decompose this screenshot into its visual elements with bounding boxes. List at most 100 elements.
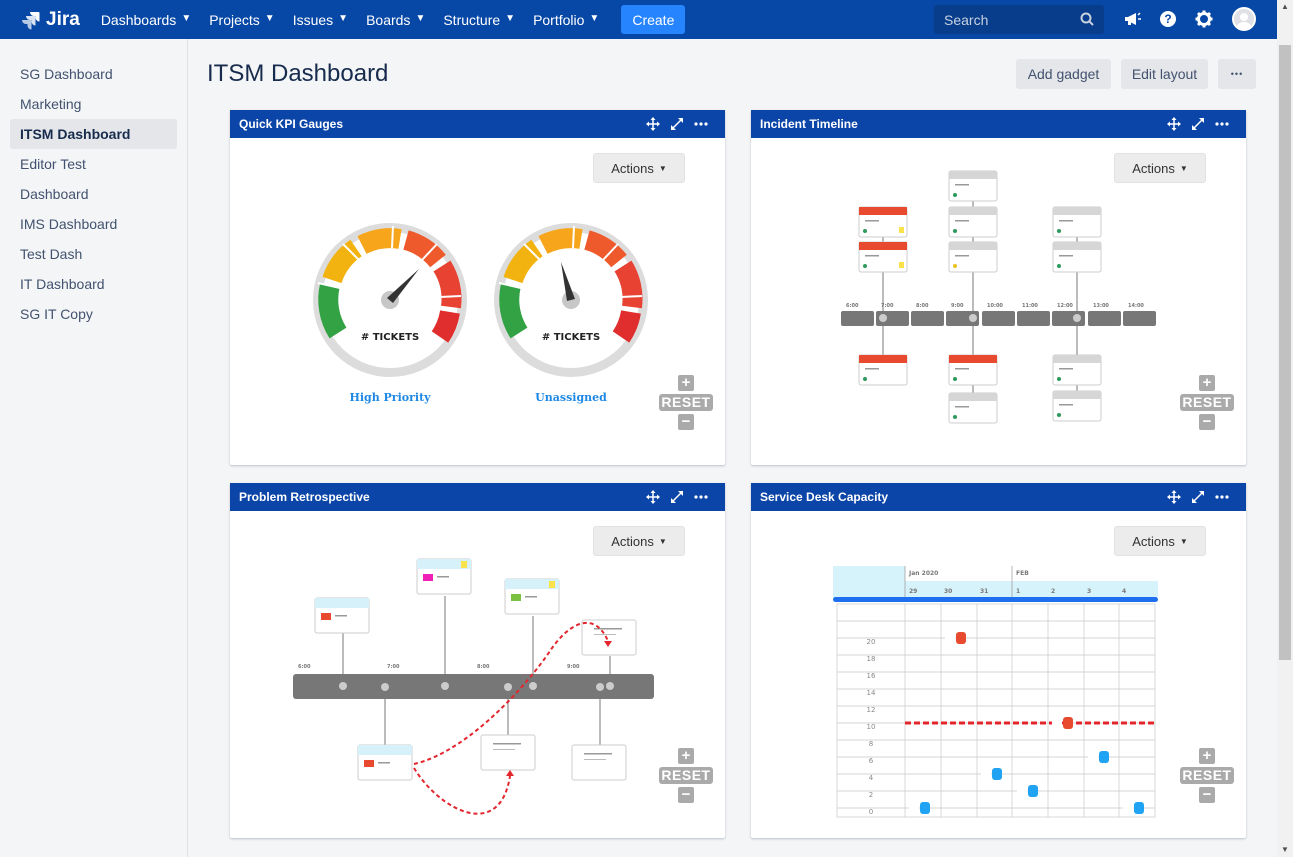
gauge-caption: Unassigned: [535, 391, 607, 404]
add-gadget-button[interactable]: Add gadget: [1016, 59, 1111, 89]
expand-icon[interactable]: [1190, 116, 1206, 132]
jira-logo-icon: [22, 11, 40, 29]
caret-down-icon: ▼: [1179, 163, 1188, 173]
top-navigation: Jira Dashboards ▼ Projects ▼ Issues ▼ Board…: [0, 0, 1277, 39]
gauge-label: # TICKETS: [361, 332, 419, 343]
nav-projects[interactable]: Projects ▼: [209, 12, 274, 28]
sidebar-item-sg-dashboard[interactable]: SG Dashboard: [20, 66, 113, 82]
capacity-canvas: Jan 2020 FEB 29 30 31 1 2 3 4 20 18 16: [751, 511, 1246, 838]
y-axis-label: 6: [869, 757, 874, 765]
sidebar-item-sg-it-copy[interactable]: SG IT Copy: [20, 306, 93, 322]
move-icon[interactable]: [645, 489, 661, 505]
sidebar-item-marketing[interactable]: Marketing: [20, 96, 82, 112]
move-icon[interactable]: [645, 116, 661, 132]
nav-boards[interactable]: Boards ▼: [366, 12, 425, 28]
nav-boards-label: Boards: [366, 11, 411, 28]
sidebar-item-editor-test[interactable]: Editor Test: [20, 156, 86, 172]
actions-dropdown[interactable]: Actions ▼: [1114, 526, 1206, 556]
nav-issues[interactable]: Issues ▼: [293, 12, 348, 28]
zoom-out-minus-icon[interactable]: −: [678, 414, 694, 430]
search-icon: [1080, 12, 1094, 26]
time-label: 8:00: [477, 664, 490, 670]
sidebar-item-it-dashboard[interactable]: IT Dashboard: [20, 276, 105, 292]
sidebar-item-test-dash[interactable]: Test Dash: [20, 246, 83, 262]
settings-gear-icon[interactable]: [1194, 9, 1214, 29]
sidebar-item-ims-dashboard[interactable]: IMS Dashboard: [20, 216, 118, 232]
zoom-in-plus-icon[interactable]: +: [678, 375, 694, 391]
zoom-in-plus-icon[interactable]: +: [1199, 748, 1215, 764]
gadget-quick-kpi-gauges: Quick KPI Gauges Actions ▼: [230, 110, 725, 465]
actions-dropdown[interactable]: Actions ▼: [593, 526, 685, 556]
gauge-caption: High Priority: [349, 391, 431, 404]
gauge-segments: [318, 228, 462, 343]
incident-timeline-svg: 6:00 7:00 8:00 9:00 10:00 11:00 12:00 13…: [841, 170, 1156, 424]
reset-button[interactable]: RESET: [1180, 767, 1234, 784]
problem-retro-canvas: 6:00 7:00 8:00 9:00: [230, 511, 725, 838]
zoom-out-minus-icon[interactable]: −: [678, 787, 694, 803]
scroll-down-arrow-icon[interactable]: ▼: [1281, 845, 1289, 854]
expand-icon[interactable]: [669, 489, 685, 505]
day-label: 1: [1016, 588, 1020, 595]
y-axis-label: 16: [867, 672, 876, 680]
day-label: 2: [1051, 588, 1055, 595]
reset-button[interactable]: RESET: [659, 394, 713, 411]
nav-dashboards[interactable]: Dashboards ▼: [101, 12, 191, 28]
megaphone-icon[interactable]: [1122, 9, 1142, 29]
actions-label: Actions: [1132, 160, 1175, 176]
zoom-out-minus-icon[interactable]: −: [1199, 414, 1215, 430]
search-placeholder: Search: [944, 11, 989, 28]
gadget-problem-retrospective: Problem Retrospective Actions ▼ 6:00 7:00…: [230, 483, 725, 838]
zoom-in-plus-icon[interactable]: +: [1199, 375, 1215, 391]
jira-logo[interactable]: Jira: [20, 9, 80, 31]
gauges-canvas: # TICKETS High Priority: [230, 138, 725, 465]
zoom-controls: + RESET −: [659, 748, 713, 803]
chevron-down-icon: ▼: [338, 13, 349, 24]
sidebar-item-itsm-dashboard[interactable]: ITSM Dashboard: [10, 119, 177, 149]
more-options-button[interactable]: •••: [1218, 59, 1256, 89]
create-button[interactable]: Create: [621, 5, 686, 34]
caret-down-icon: ▼: [658, 536, 667, 546]
time-label: 10:00: [987, 303, 1003, 309]
move-icon[interactable]: [1166, 116, 1182, 132]
actions-dropdown[interactable]: Actions ▼: [593, 153, 685, 183]
time-label: 6:00: [846, 303, 859, 309]
expand-icon[interactable]: [1190, 489, 1206, 505]
scroll-up-arrow-icon[interactable]: ▲: [1281, 2, 1289, 11]
logo-text: Jira: [46, 8, 80, 30]
time-label: 6:00: [298, 664, 311, 670]
chevron-down-icon: ▼: [181, 13, 192, 24]
move-icon[interactable]: [1166, 489, 1182, 505]
user-avatar[interactable]: [1232, 7, 1256, 31]
gadget-title: Quick KPI Gauges: [239, 117, 344, 131]
dependency-arrows: [413, 621, 609, 815]
nav-portfolio[interactable]: Portfolio ▼: [533, 12, 599, 28]
y-axis-label: 14: [867, 689, 876, 697]
edit-layout-button[interactable]: Edit layout: [1121, 59, 1208, 89]
expand-icon[interactable]: [669, 116, 685, 132]
user-avatar-icon: [1236, 13, 1252, 29]
y-axis-label: 0: [869, 808, 873, 816]
gadget-service-desk-capacity: Service Desk Capacity Actions ▼ Jan 2020 …: [751, 483, 1246, 838]
caret-down-icon: ▼: [658, 163, 667, 173]
actions-dropdown[interactable]: Actions ▼: [1114, 153, 1206, 183]
gadget-menu-icon[interactable]: [1214, 116, 1230, 132]
scrollbar-thumb[interactable]: [1279, 45, 1291, 660]
zoom-in-plus-icon[interactable]: +: [678, 748, 694, 764]
chevron-down-icon: ▼: [505, 13, 516, 24]
gadget-menu-icon[interactable]: [1214, 489, 1230, 505]
help-icon[interactable]: ?: [1158, 9, 1178, 29]
nav-structure-label: Structure: [443, 11, 501, 28]
reset-button[interactable]: RESET: [659, 767, 713, 784]
page-scrollbar[interactable]: ▲ ▼: [1277, 0, 1293, 857]
gadget-menu-icon[interactable]: [693, 489, 709, 505]
search-input[interactable]: Search: [934, 5, 1104, 34]
y-axis-label: 4: [869, 774, 874, 782]
y-axis-label: 10: [867, 723, 876, 731]
reset-button[interactable]: RESET: [1180, 394, 1234, 411]
nav-structure[interactable]: Structure ▼: [443, 12, 515, 28]
sidebar-item-dashboard[interactable]: Dashboard: [20, 186, 89, 202]
zoom-out-minus-icon[interactable]: −: [1199, 787, 1215, 803]
actions-label: Actions: [611, 533, 654, 549]
day-label: 4: [1122, 588, 1126, 595]
gadget-menu-icon[interactable]: [693, 116, 709, 132]
